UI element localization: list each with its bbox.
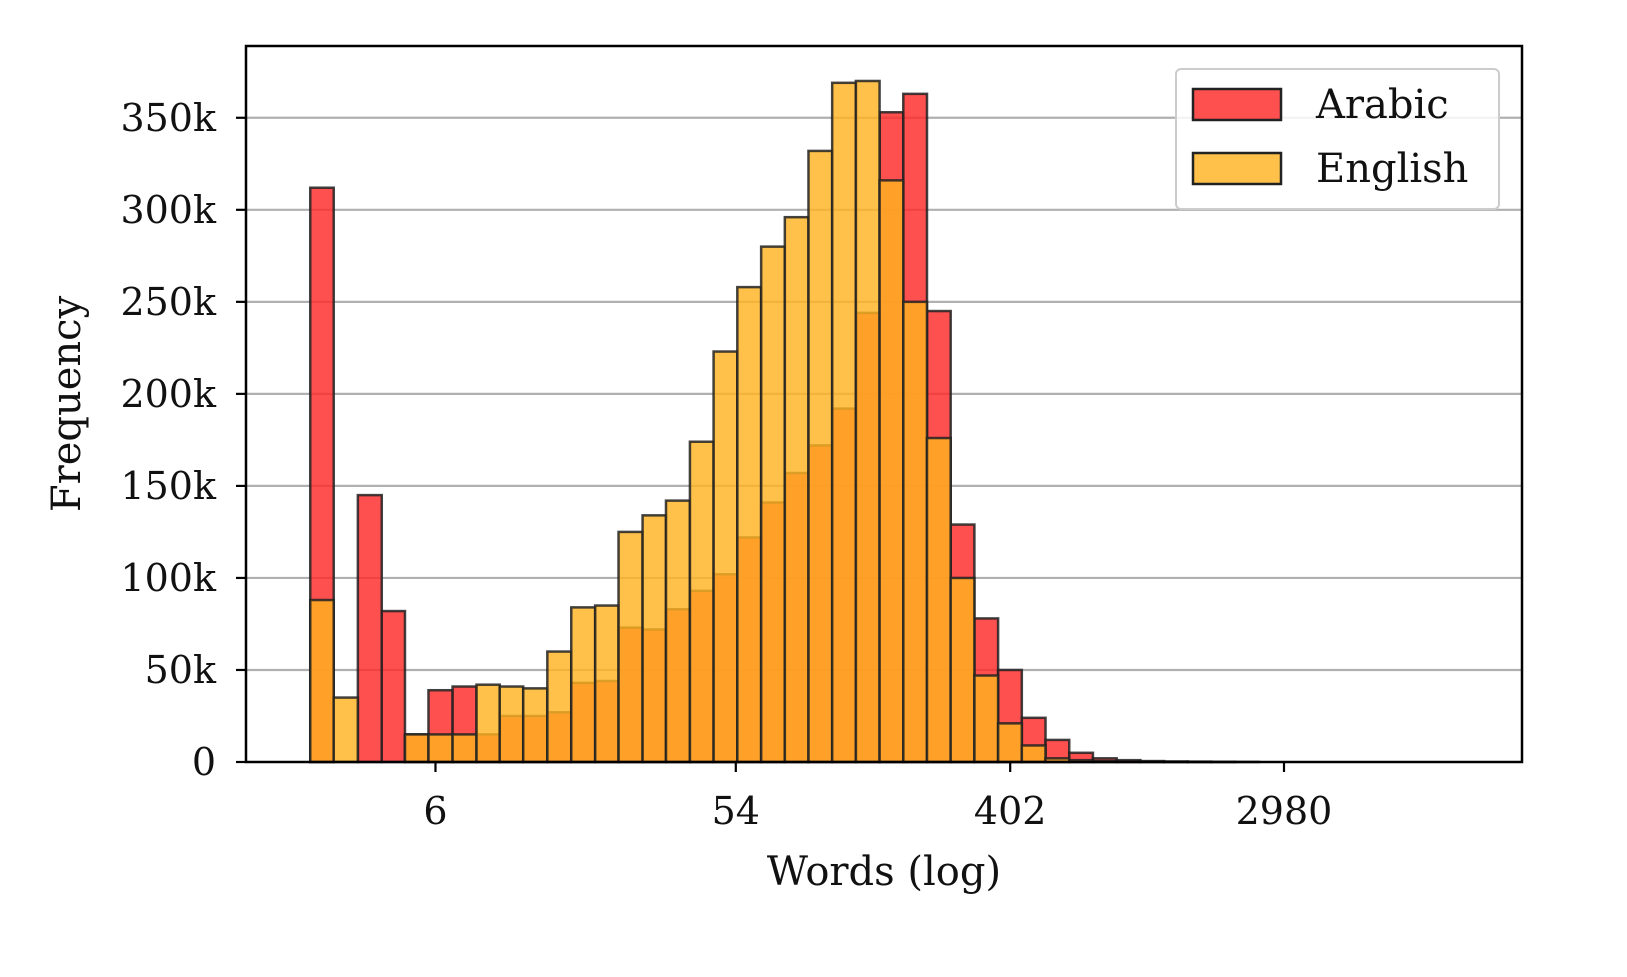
bar-english [688,440,715,764]
y-tick-label: 250k [120,280,217,324]
bar-english [759,245,787,764]
bar-english [308,598,335,764]
y-tick-label: 350k [120,96,217,140]
bar-english [996,722,1024,764]
bar-english [830,81,858,764]
bar-english [949,576,976,764]
x-tick-label: 402 [974,789,1047,833]
bar-english [712,350,739,764]
y-tick-label: 100k [120,556,217,600]
bar-english [878,179,905,764]
legend-label-arabic: Arabic [1315,82,1449,128]
plot-frame [244,44,1524,764]
bar-english [403,733,430,764]
bar-english [807,149,834,764]
y-tick-label: 300k [120,188,217,232]
series-english [308,79,1261,764]
y-axis-label: Frequency [44,295,90,512]
x-tick-label: 2980 [1236,789,1333,833]
bar-english [546,650,573,764]
x-tick-label: 54 [712,789,760,833]
legend-label-english: English [1316,146,1468,192]
bar-english [973,674,1000,764]
y-tick-label: 200k [120,372,217,416]
bar-arabic [380,609,407,764]
bar-english [498,685,525,764]
legend: Arabic English [1175,68,1500,210]
legend-swatch-arabic [1191,87,1283,122]
bar-arabic [356,493,384,764]
bar-english [664,499,692,764]
bar-english [925,436,952,764]
bar-english [427,733,454,764]
x-axis: 6 54 402 2980 [423,762,1332,833]
bar-english [451,733,478,764]
bar-english [617,530,644,764]
bars-layer [308,79,1261,764]
bar-english [521,687,549,764]
bar-english [475,683,501,764]
x-axis-label: Words (log) [767,849,1001,895]
bar-english [902,300,929,764]
bar-english [783,215,810,764]
bar-english [1020,744,1047,764]
bar-english [569,606,597,764]
bar-english [854,79,881,764]
bar-english [736,285,763,764]
bar-english [593,604,620,764]
x-tick-label: 6 [423,789,447,833]
legend-swatch-english [1191,151,1283,186]
y-tick-label: 0 [192,740,216,784]
y-axis: 0 50k 100k 150k 200k 250k 300k 350k [120,96,246,784]
bar-english [332,696,360,764]
y-tick-label: 150k [120,464,217,508]
bar-english [641,514,668,764]
y-tick-label: 50k [145,648,217,692]
